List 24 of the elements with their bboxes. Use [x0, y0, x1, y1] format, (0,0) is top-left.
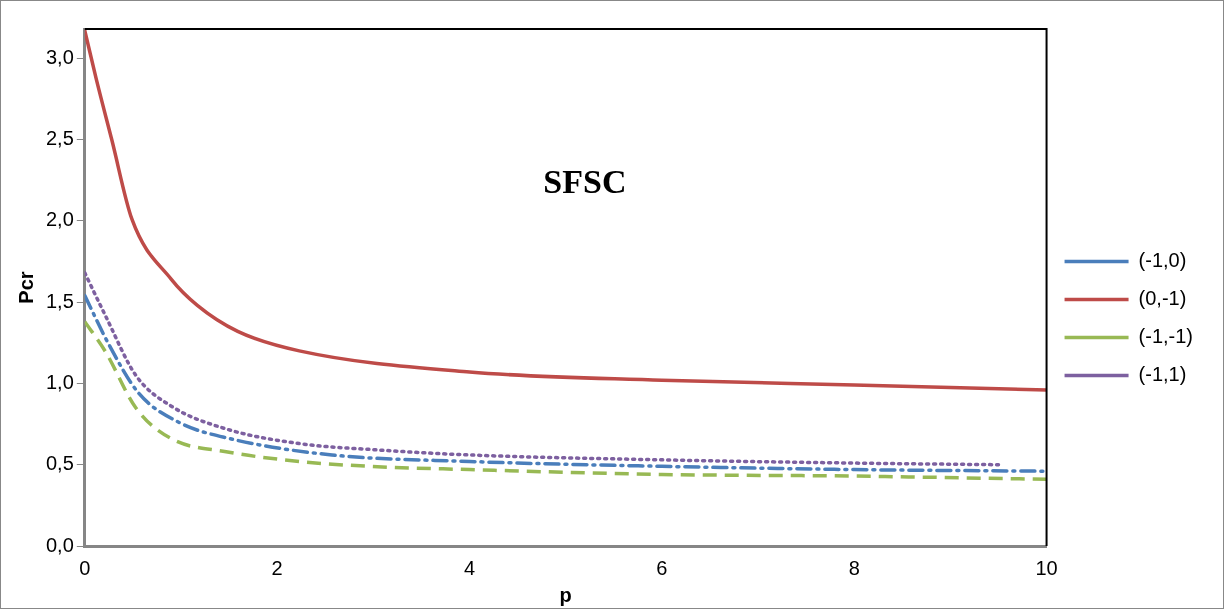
x-tick-label: 6: [656, 556, 668, 579]
x-tick-label: 4: [463, 556, 476, 579]
line-series: [84, 319, 1047, 482]
x-axis-title: p: [559, 583, 572, 606]
legend-label: (0,-1): [1138, 287, 1187, 310]
line-series: [84, 271, 1001, 467]
y-axis-title: Pcr: [14, 271, 37, 304]
y-tick-label: 1,0: [45, 370, 74, 393]
y-tick-label: 0,0: [45, 533, 74, 556]
line-series: [84, 29, 1047, 392]
y-tick-label: 2,0: [45, 208, 74, 231]
line-series: [84, 293, 1047, 473]
y-tick-label: 0,5: [45, 452, 74, 475]
annotation: SFSC: [543, 162, 627, 200]
legend-label: (-1,0): [1138, 249, 1187, 272]
x-tick-label: 10: [1035, 556, 1058, 579]
y-tick-label: 1,5: [45, 289, 74, 312]
y-tick-label: 2,5: [45, 127, 74, 150]
x-tick-label: 2: [271, 556, 283, 579]
y-tick-label: 3,0: [45, 45, 74, 68]
legend-label: (-1,-1): [1138, 325, 1194, 348]
legend-label: (-1,1): [1138, 363, 1187, 386]
x-tick-label: 0: [79, 556, 91, 579]
x-tick-label: 8: [848, 556, 860, 579]
